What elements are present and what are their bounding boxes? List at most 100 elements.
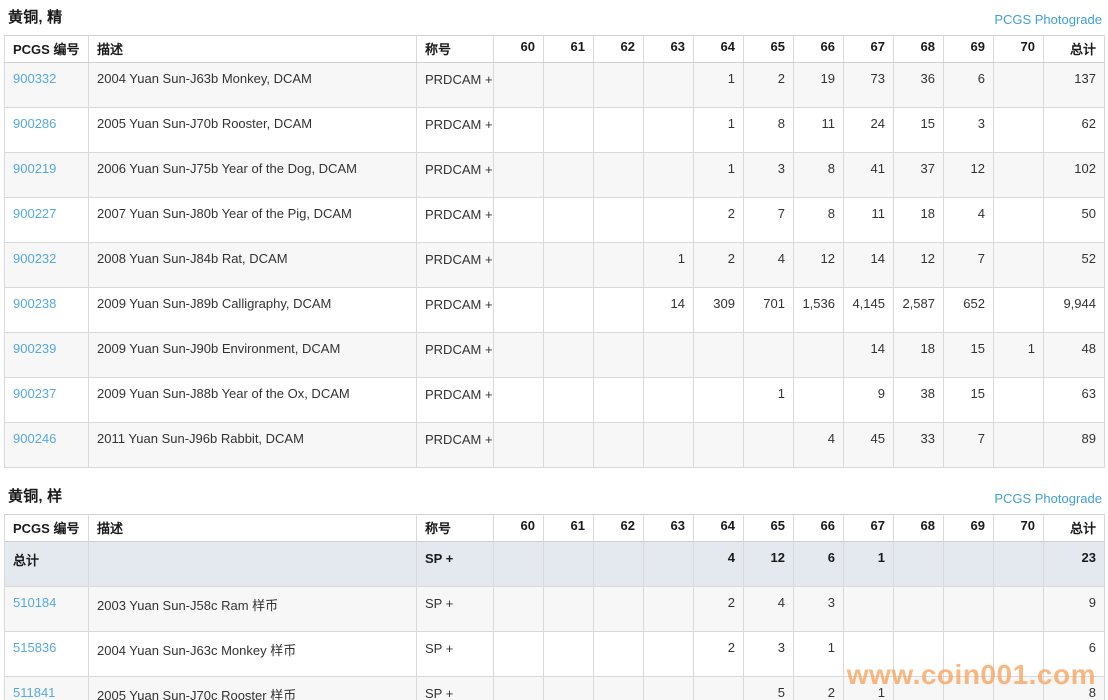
grade-count-cell-66: 19 <box>793 62 844 108</box>
pcgs-photograde-link[interactable]: PCGS Photograde <box>994 12 1102 27</box>
pcgs-number-link[interactable]: 900246 <box>13 431 57 446</box>
total-count-cell: 9,944 <box>1043 287 1105 333</box>
grade-count-cell-69 <box>943 676 994 700</box>
total-row: 总计 SP + 4 12 6 1 23 <box>4 541 1105 587</box>
grade-count-cell-63 <box>643 197 694 243</box>
grade-count-cell-62 <box>593 287 644 333</box>
grade-count-cell-62 <box>593 242 644 288</box>
column-header-grade-63: 63 <box>643 35 694 63</box>
section-brass-specimen: 黄铜, 样 PCGS Photograde PCGS 编号 描述 称号 60 61 62 6… <box>4 483 1105 700</box>
grade-count-cell-68 <box>893 586 944 632</box>
total-count-cell: 23 <box>1043 541 1105 587</box>
grade-count-cell-60 <box>493 107 544 153</box>
grade-count-cell-62 <box>593 152 644 198</box>
grade-count-cell-64: 2 <box>693 197 744 243</box>
grade-count-cell-69 <box>943 541 994 587</box>
total-count-cell: 6 <box>1043 631 1105 677</box>
grade-count-cell-62 <box>593 332 644 378</box>
description-cell: 2003 Yuan Sun-J58c Ram 样币 <box>88 586 417 632</box>
table-row: 900232 2008 Yuan Sun-J84b Rat, DCAM PRDCAM… <box>4 242 1105 288</box>
grade-count-cell-62 <box>593 541 644 587</box>
pcgs-number-link[interactable]: 900286 <box>13 116 57 131</box>
grade-count-cell-63 <box>643 107 694 153</box>
grade-count-cell-63 <box>643 62 694 108</box>
grade-count-cell-66: 12 <box>793 242 844 288</box>
pcgs-number-cell: 900286 <box>4 107 89 153</box>
column-header-grade-64: 64 <box>693 35 744 63</box>
pcgs-number-link[interactable]: 900227 <box>13 206 57 221</box>
grade-count-cell-64 <box>693 332 744 378</box>
column-header-grade-60: 60 <box>493 35 544 63</box>
grade-count-cell-70 <box>993 287 1044 333</box>
grade-count-cell-60 <box>493 631 544 677</box>
grade-count-cell-64: 1 <box>693 62 744 108</box>
grade-count-cell-66: 1 <box>793 631 844 677</box>
designation-cell: SP + <box>416 541 494 587</box>
population-table-specimen: PCGS 编号 描述 称号 60 61 62 63 64 65 66 67 68 69 70 总计 总计 SP … <box>4 514 1105 700</box>
grade-count-cell-67: 45 <box>843 422 894 468</box>
total-count-cell: 102 <box>1043 152 1105 198</box>
pcgs-number-link[interactable]: 900232 <box>13 251 57 266</box>
grade-count-cell-68: 33 <box>893 422 944 468</box>
pcgs-number-link[interactable]: 510184 <box>13 595 57 610</box>
pcgs-number-link[interactable]: 515836 <box>13 640 57 655</box>
header-row: PCGS 编号 描述 称号 60 61 62 63 64 65 66 67 68 69 70 总计 <box>4 35 1105 63</box>
column-header-grade-68: 68 <box>893 514 944 542</box>
description-cell: 2011 Yuan Sun-J96b Rabbit, DCAM <box>88 422 417 468</box>
grade-count-cell-65: 2 <box>743 62 794 108</box>
table-row: 900246 2011 Yuan Sun-J96b Rabbit, DCAM PRD… <box>4 422 1105 468</box>
grade-count-cell-63 <box>643 676 694 700</box>
section-title: 黄铜, 样 <box>8 488 63 505</box>
pcgs-number-link[interactable]: 900238 <box>13 296 57 311</box>
grade-count-cell-67: 14 <box>843 332 894 378</box>
grade-count-cell-70 <box>993 197 1044 243</box>
section-header: 黄铜, 样 PCGS Photograde <box>4 483 1104 514</box>
grade-count-cell-65: 12 <box>743 541 794 587</box>
pcgs-number-cell: 900227 <box>4 197 89 243</box>
pcgs-number-link[interactable]: 900239 <box>13 341 57 356</box>
column-header-grade-62: 62 <box>593 514 644 542</box>
grade-count-cell-66: 3 <box>793 586 844 632</box>
grade-count-cell-66: 6 <box>793 541 844 587</box>
pcgs-photograde-link[interactable]: PCGS Photograde <box>994 491 1102 506</box>
description-cell: 2005 Yuan Sun-J70b Rooster, DCAM <box>88 107 417 153</box>
designation-cell: PRDCAM + <box>416 62 494 108</box>
column-header-grade-62: 62 <box>593 35 644 63</box>
pcgs-number-cell: 511841 <box>4 676 89 700</box>
grade-count-cell-61 <box>543 586 594 632</box>
pcgs-number-link[interactable]: 900237 <box>13 386 57 401</box>
grade-count-cell-61 <box>543 541 594 587</box>
grade-count-cell-64: 2 <box>693 242 744 288</box>
grade-count-cell-66: 11 <box>793 107 844 153</box>
column-header-grade-70: 70 <box>993 35 1044 63</box>
grade-count-cell-60 <box>493 62 544 108</box>
grade-count-cell-69: 6 <box>943 62 994 108</box>
table-row: 900237 2009 Yuan Sun-J88b Year of the Ox,… <box>4 377 1105 423</box>
column-header-grade-64: 64 <box>693 514 744 542</box>
grade-count-cell-69 <box>943 586 994 632</box>
grade-count-cell-62 <box>593 197 644 243</box>
grade-count-cell-61 <box>543 377 594 423</box>
grade-count-cell-62 <box>593 676 644 700</box>
pcgs-number-cell: 900332 <box>4 62 89 108</box>
designation-cell: PRDCAM + <box>416 107 494 153</box>
table-row: 900286 2005 Yuan Sun-J70b Rooster, DCAM PR… <box>4 107 1105 153</box>
pcgs-number-link[interactable]: 511841 <box>13 685 56 700</box>
pcgs-number-link[interactable]: 900219 <box>13 161 57 176</box>
column-header-grade-66: 66 <box>793 514 844 542</box>
section-brass-proof: 黄铜, 精 PCGS Photograde PCGS 编号 描述 称号 60 61 62 6… <box>4 4 1105 468</box>
grade-count-cell-62 <box>593 377 644 423</box>
grade-count-cell-68 <box>893 676 944 700</box>
grade-count-cell-60 <box>493 152 544 198</box>
column-header-grade-69: 69 <box>943 514 994 542</box>
grade-count-cell-60 <box>493 332 544 378</box>
grade-count-cell-70 <box>993 541 1044 587</box>
pcgs-number-link[interactable]: 900332 <box>13 71 57 86</box>
pcgs-number-cell: 总计 <box>4 541 89 587</box>
grade-count-cell-70 <box>993 676 1044 700</box>
grade-count-cell-60 <box>493 377 544 423</box>
total-row-label: 总计 <box>13 553 40 568</box>
description-cell: 2008 Yuan Sun-J84b Rat, DCAM <box>88 242 417 288</box>
column-header-grade-61: 61 <box>543 35 594 63</box>
grade-count-cell-61 <box>543 287 594 333</box>
